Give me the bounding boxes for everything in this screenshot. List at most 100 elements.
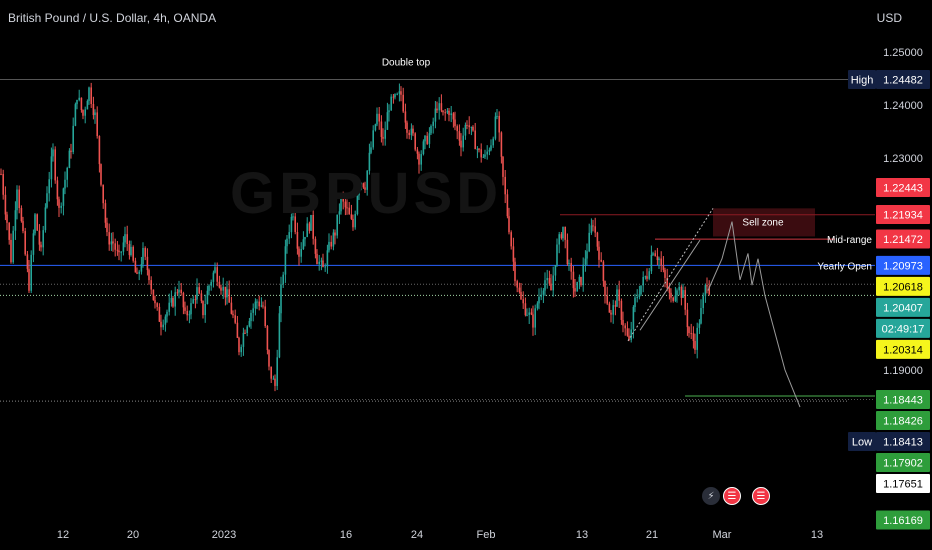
candle-body: [608, 303, 611, 313]
candle-body: [28, 268, 30, 291]
candle-body: [648, 271, 650, 279]
candle-body: [10, 239, 12, 263]
low-price: 1.18413: [876, 432, 930, 452]
candle-body: [618, 289, 620, 301]
sell-zone-label: Sell zone: [742, 218, 784, 229]
candle-body: [570, 262, 572, 272]
candle-body: [266, 326, 269, 351]
candle-body: [410, 128, 413, 136]
candle-body: [486, 151, 488, 155]
candle-body: [190, 303, 192, 315]
candle-body: [662, 265, 665, 270]
svg-text:High: High: [851, 74, 874, 86]
candle-body: [442, 110, 444, 113]
candle-body: [630, 329, 632, 340]
candle-body: [30, 254, 32, 291]
candle-body: [96, 112, 98, 137]
candle-body: [308, 223, 311, 231]
candle-body: [494, 116, 497, 139]
candle-body: [498, 115, 500, 133]
candle-body: [300, 249, 302, 257]
candle-body: [382, 136, 384, 139]
candle-body: [520, 291, 522, 300]
candle-body: [56, 180, 59, 200]
candle-body: [168, 302, 170, 312]
us-flag-icon[interactable]: ☰: [723, 487, 741, 505]
lightning-icon[interactable]: ⚡: [702, 487, 720, 505]
candle-body: [250, 312, 252, 322]
candle-body: [476, 148, 479, 150]
x-tick-label: 21: [646, 529, 658, 541]
candle-body: [700, 308, 702, 324]
candle-body: [54, 149, 56, 181]
label-117651: 1.17651: [876, 474, 930, 494]
candle-body: [98, 136, 101, 165]
candle-body: [418, 153, 420, 165]
candle-body: [658, 258, 660, 261]
candle-body: [228, 289, 230, 303]
candle-body: [132, 246, 134, 261]
candle-body: [172, 298, 174, 307]
candle-body: [566, 239, 569, 264]
x-tick-label: Feb: [477, 529, 496, 541]
countdown: 02:49:17: [876, 318, 930, 338]
candle-body: [690, 333, 692, 335]
candle-body: [522, 299, 524, 304]
candle-body: [210, 281, 212, 286]
candle-body: [562, 226, 564, 239]
candle-body: [652, 253, 654, 255]
candle-body: [150, 280, 152, 290]
candle-body: [234, 315, 236, 323]
svg-text:1.17902: 1.17902: [883, 458, 923, 470]
candle-body: [310, 214, 312, 231]
us-flag-icon[interactable]: ☰: [752, 487, 770, 505]
candle-body: [152, 289, 155, 301]
candle-body: [682, 290, 684, 298]
candle-body: [196, 287, 198, 300]
candle-body: [404, 111, 407, 123]
svg-text:1.21934: 1.21934: [883, 209, 923, 221]
candle-body: [148, 270, 150, 281]
candle-body: [492, 138, 494, 146]
candle-body: [452, 113, 455, 120]
candle-body: [402, 94, 404, 112]
candle-body: [84, 109, 86, 116]
candle-body: [262, 305, 264, 307]
candle-body: [660, 258, 662, 266]
candle-body: [702, 296, 704, 309]
candle-body: [72, 125, 74, 152]
candle-body: [352, 218, 354, 228]
candle-body: [248, 321, 251, 327]
candle-body: [496, 115, 498, 117]
x-tick-label: 12: [57, 529, 69, 541]
candle-body: [274, 378, 276, 386]
candle-body: [230, 302, 233, 314]
candle-body: [574, 288, 576, 292]
candle-body: [276, 357, 278, 386]
candle-body: [472, 126, 474, 131]
candle-body: [474, 130, 476, 150]
candle-body: [344, 201, 347, 208]
candle-body: [330, 241, 332, 247]
high-price: 1.24482: [876, 69, 930, 89]
candle-body: [44, 207, 47, 231]
candle-body: [50, 156, 53, 180]
candle-body: [136, 272, 138, 274]
candle-body: [454, 119, 456, 127]
candle-body: [626, 328, 629, 336]
candle-body: [408, 132, 410, 136]
candle-body: [32, 233, 35, 255]
candle-body: [640, 285, 642, 295]
currency-label: USD: [876, 11, 902, 25]
candle-body: [636, 297, 638, 299]
candle-body: [586, 251, 588, 259]
trendline-solid: [639, 239, 701, 331]
candle-body: [62, 188, 65, 206]
label-120973: 1.20973: [876, 255, 930, 275]
candle-body: [92, 103, 95, 116]
candle-body: [242, 332, 245, 347]
candle-body: [124, 234, 126, 243]
candle-body: [356, 195, 359, 215]
label-117902: 1.17902: [876, 453, 930, 473]
